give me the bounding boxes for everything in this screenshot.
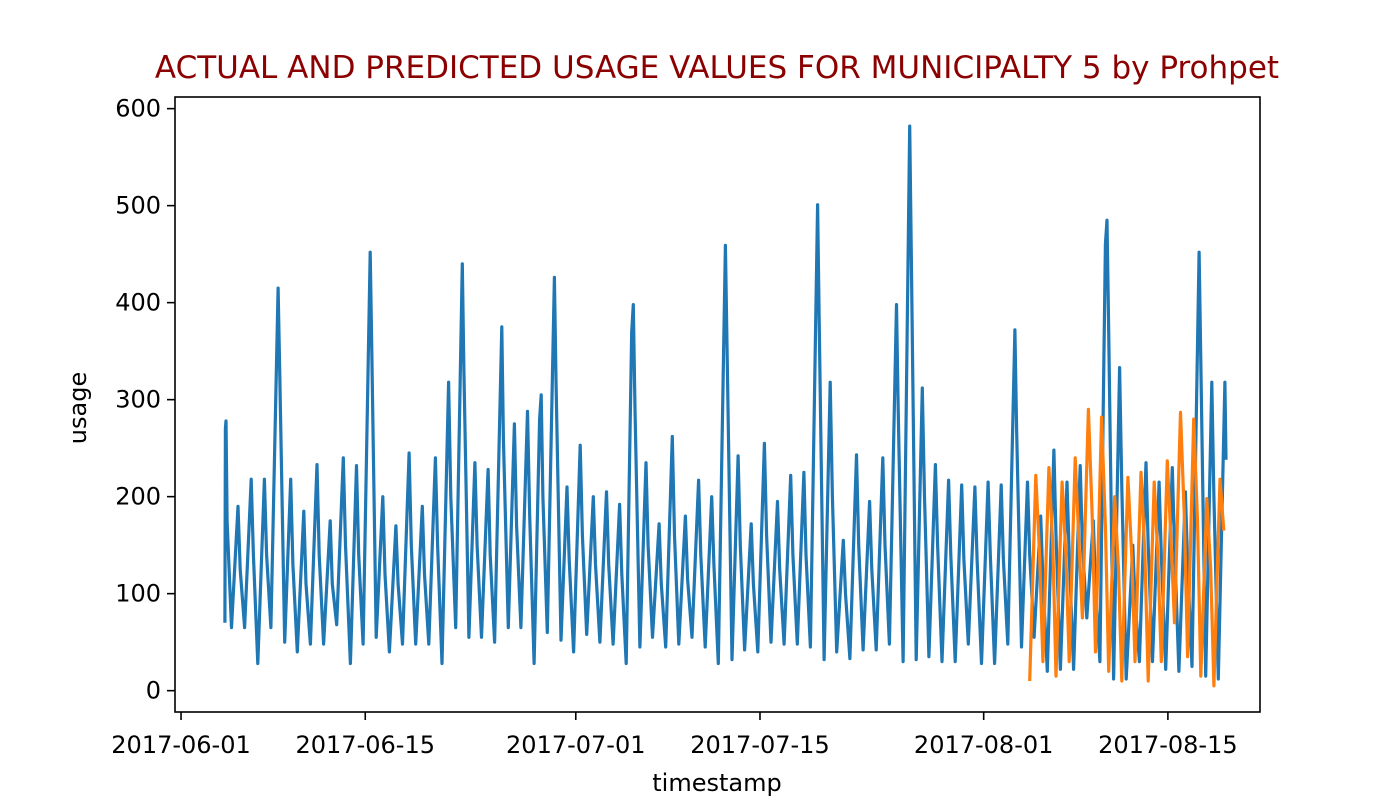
y-axis-label: usage [64, 372, 92, 444]
x-axis-label: timestamp [652, 769, 781, 797]
y-tick-label: 300 [115, 386, 161, 414]
x-tick-label: 2017-07-15 [690, 731, 829, 759]
x-axis: 2017-06-01 2017-06-15 2017-07-01 2017-07-15… [111, 712, 1238, 759]
chart-title: ACTUAL AND PREDICTED USAGE VALUES FOR MU… [155, 50, 1279, 86]
series-line-1 [223, 124, 1228, 681]
y-tick-label: 500 [115, 192, 161, 220]
x-tick-label: 2017-08-15 [1098, 731, 1237, 759]
plot-area [223, 124, 1228, 688]
y-tick-label: 100 [115, 580, 161, 608]
x-tick-label: 2017-06-15 [296, 731, 435, 759]
series-line-2 [1028, 407, 1226, 688]
y-tick-label: 0 [146, 677, 161, 705]
x-tick-label: 2017-06-01 [111, 731, 250, 759]
y-tick-label: 600 [115, 95, 161, 123]
plot-frame [174, 96, 1261, 713]
x-tick-label: 2017-08-01 [914, 731, 1053, 759]
x-tick-label: 2017-07-01 [506, 731, 645, 759]
y-tick-label: 200 [115, 483, 161, 511]
y-axis: 0 100 200 300 400 500 600 [115, 95, 175, 705]
y-tick-label: 400 [115, 289, 161, 317]
